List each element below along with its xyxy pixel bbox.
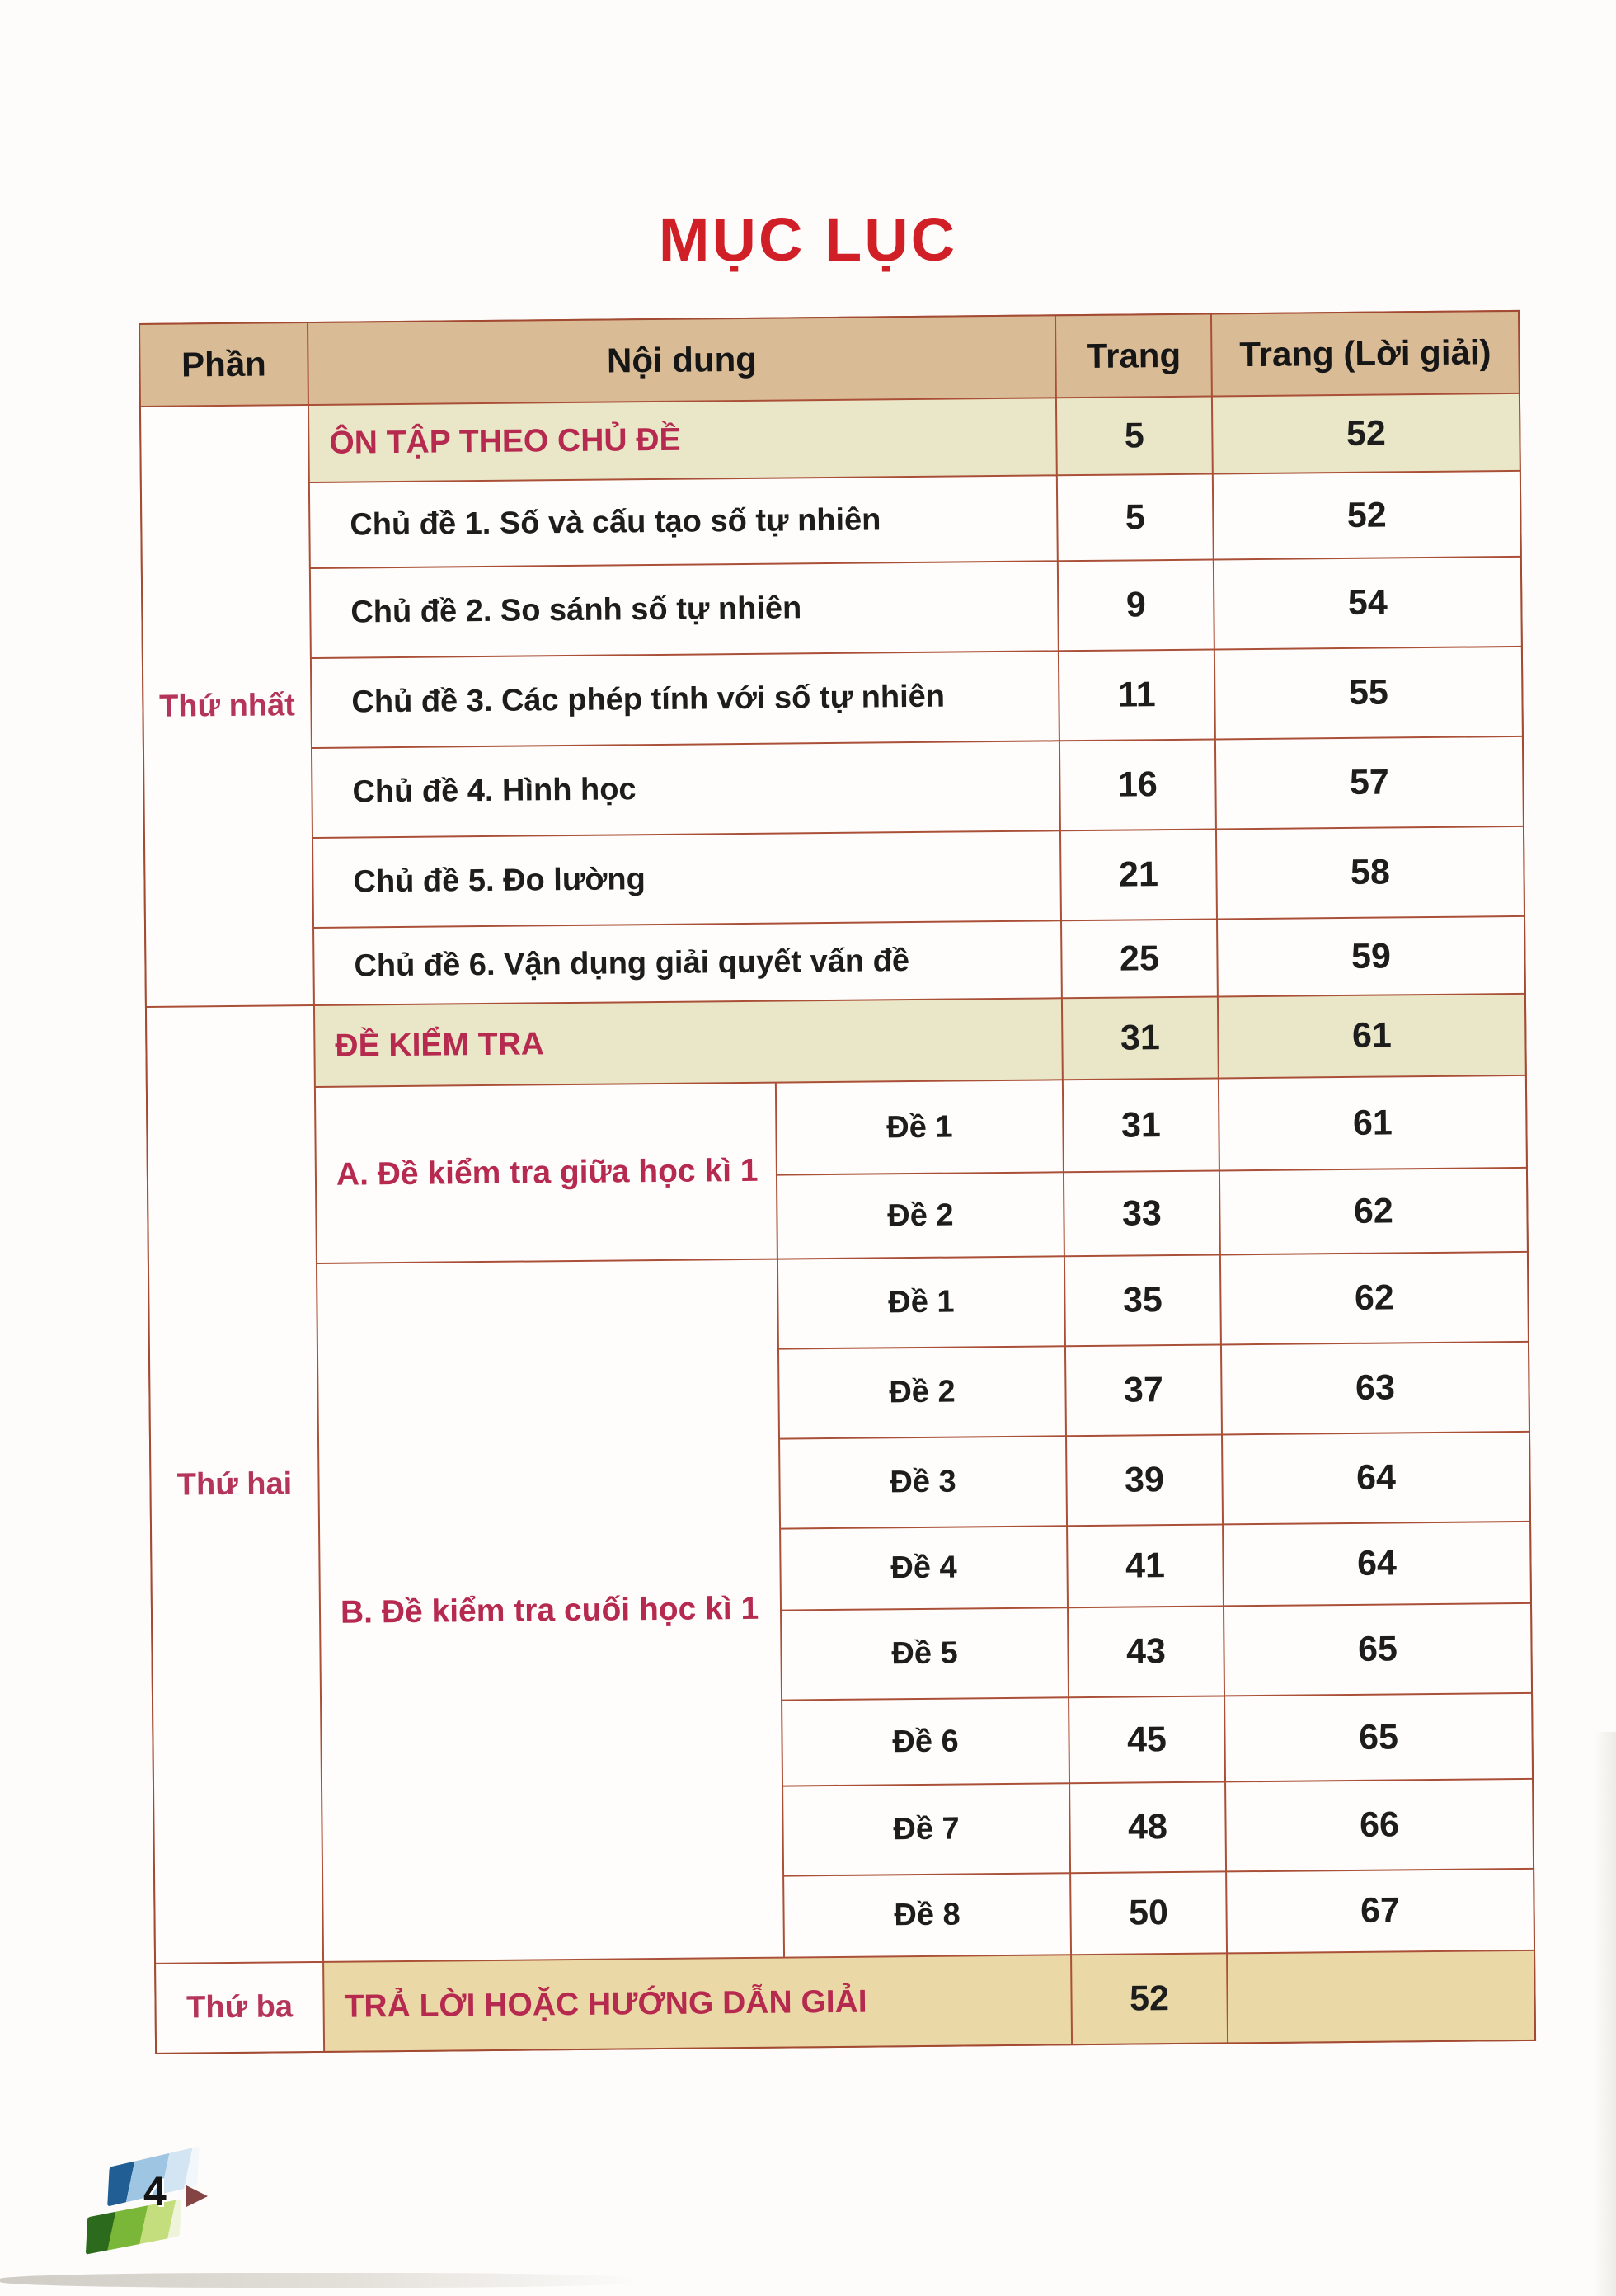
red-arrow-icon bbox=[186, 2185, 208, 2207]
de-loigiai: 65 bbox=[1224, 1603, 1532, 1696]
part-thu-nhat: Thứ nhất bbox=[140, 406, 313, 1006]
de-loigiai: 61 bbox=[1219, 1075, 1526, 1170]
de-loigiai: 63 bbox=[1221, 1342, 1529, 1434]
toc-grid: Phần Nội dung Trang Trang (Lời giải) Thứ… bbox=[139, 309, 1537, 2054]
scan-artifact-right bbox=[1595, 1732, 1616, 2296]
chude-trang: 9 bbox=[1058, 560, 1214, 651]
de-label: Đề 5 bbox=[782, 1608, 1069, 1700]
de-label: Đề 7 bbox=[783, 1784, 1070, 1875]
chude-loigiai: 59 bbox=[1218, 916, 1524, 996]
de-loigiai: 62 bbox=[1220, 1252, 1528, 1344]
de-label: Đề 6 bbox=[782, 1698, 1069, 1786]
part-thu-hai: Thứ hai bbox=[146, 1006, 323, 1963]
chude-trang: 16 bbox=[1059, 740, 1215, 830]
section-on-tap-trang: 5 bbox=[1056, 397, 1212, 475]
chude-label: Chủ đề 3. Các phép tính với số tự nhiên bbox=[311, 652, 1059, 747]
section-tra-loi-label: TRẢ LỜI HOẶC HƯỚNG DẪN GIẢI bbox=[324, 1955, 1072, 2051]
de-label: Đề 2 bbox=[777, 1173, 1064, 1259]
de-trang: 50 bbox=[1071, 1872, 1227, 1955]
header-noidung: Nội dung bbox=[308, 316, 1055, 405]
header-trang: Trang bbox=[1055, 314, 1211, 398]
group-a-label: A. Đề kiểm tra giữa học kì 1 bbox=[315, 1083, 777, 1263]
de-trang: 37 bbox=[1065, 1345, 1221, 1436]
chude-loigiai: 54 bbox=[1214, 557, 1521, 649]
de-trang: 33 bbox=[1064, 1171, 1219, 1256]
de-loigiai: 62 bbox=[1219, 1168, 1527, 1254]
header-trang-loigiai: Trang (Lời giải) bbox=[1211, 311, 1519, 396]
page-title: MỤC LỤC bbox=[658, 205, 958, 274]
de-loigiai: 64 bbox=[1224, 1522, 1530, 1606]
chude-trang: 11 bbox=[1059, 650, 1214, 741]
de-trang: 31 bbox=[1063, 1079, 1219, 1172]
section-de-kiem-tra-loigiai: 61 bbox=[1218, 994, 1525, 1078]
section-on-tap-loigiai: 52 bbox=[1212, 393, 1520, 473]
de-label: Đề 3 bbox=[780, 1437, 1067, 1528]
chude-trang: 5 bbox=[1057, 474, 1213, 561]
de-loigiai: 64 bbox=[1223, 1432, 1530, 1524]
de-trang: 43 bbox=[1069, 1607, 1224, 1697]
chude-loigiai: 55 bbox=[1214, 647, 1522, 739]
part-thu-ba: Thứ ba bbox=[156, 1962, 324, 2053]
de-loigiai: 67 bbox=[1227, 1869, 1534, 1953]
de-loigiai: 65 bbox=[1225, 1693, 1533, 1781]
chude-label: Chủ đề 6. Vận dụng giải quyết vấn đề bbox=[314, 921, 1061, 1004]
chude-label: Chủ đề 4. Hình học bbox=[312, 741, 1059, 837]
section-on-tap-label: ÔN TẬP THEO CHỦ ĐỀ bbox=[308, 398, 1056, 482]
chude-loigiai: 57 bbox=[1215, 736, 1523, 829]
de-loigiai: 66 bbox=[1226, 1779, 1534, 1871]
page-number-logo: 4 bbox=[81, 2146, 237, 2265]
toc-table: Phần Nội dung Trang Trang (Lời giải) Thứ… bbox=[139, 309, 1537, 2054]
chude-label: Chủ đề 1. Số và cấu tạo số tự nhiên bbox=[309, 476, 1057, 568]
de-label: Đề 1 bbox=[776, 1080, 1063, 1174]
green-book-icon bbox=[85, 2199, 182, 2255]
group-b-label: B. Đề kiểm tra cuối học kì 1 bbox=[317, 1259, 784, 1961]
chude-label: Chủ đề 5. Đo lường bbox=[313, 831, 1060, 927]
chude-loigiai: 58 bbox=[1216, 826, 1524, 919]
de-label: Đề 2 bbox=[778, 1347, 1065, 1438]
de-label: Đề 4 bbox=[781, 1527, 1067, 1610]
de-trang: 35 bbox=[1064, 1255, 1220, 1346]
section-tra-loi-trang: 52 bbox=[1072, 1954, 1228, 2044]
chude-loigiai: 52 bbox=[1213, 471, 1520, 559]
header-phan: Phần bbox=[140, 323, 308, 406]
scan-artifact-bottom bbox=[0, 2273, 643, 2288]
de-label: Đề 1 bbox=[777, 1257, 1064, 1348]
chude-trang: 25 bbox=[1062, 920, 1217, 998]
de-trang: 41 bbox=[1068, 1525, 1223, 1607]
page-number: 4 bbox=[143, 2168, 167, 2214]
section-tra-loi-loigiai bbox=[1228, 1950, 1535, 2043]
section-de-kiem-tra-trang: 31 bbox=[1062, 997, 1218, 1080]
section-de-kiem-tra-label: ĐỀ KIỂM TRA bbox=[314, 999, 1062, 1086]
de-label: Đề 8 bbox=[784, 1874, 1071, 1957]
de-trang: 39 bbox=[1067, 1435, 1223, 1526]
chude-label: Chủ đề 2. So sánh số tự nhiên bbox=[310, 562, 1058, 658]
de-trang: 48 bbox=[1070, 1782, 1226, 1873]
de-trang: 45 bbox=[1069, 1696, 1225, 1783]
chude-trang: 21 bbox=[1060, 830, 1216, 920]
